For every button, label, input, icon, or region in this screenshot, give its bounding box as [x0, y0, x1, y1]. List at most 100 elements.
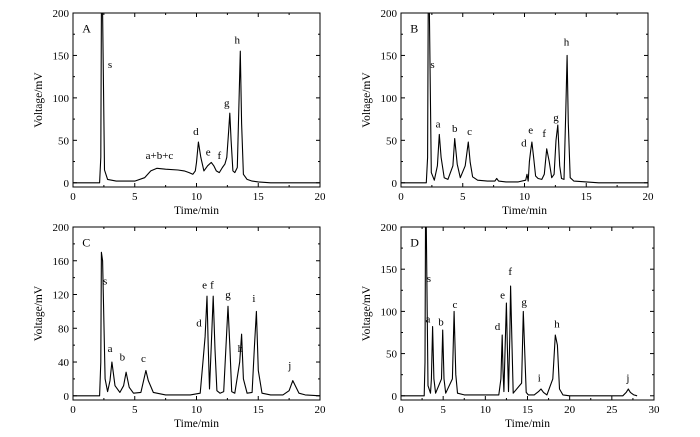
x-tick-label: 10 [480, 404, 492, 416]
peak-label: b [452, 123, 458, 135]
peak-label: i [538, 372, 541, 384]
y-tick-label: 150 [381, 264, 398, 276]
peak-label: f [218, 150, 222, 162]
x-tick-label: 5 [132, 404, 138, 416]
peak-label: h [554, 318, 560, 330]
panel-letter: D [410, 235, 419, 249]
y-tick-label: 200 [53, 222, 70, 234]
x-tick-label: 0 [398, 191, 404, 203]
peak-label: b [438, 317, 444, 329]
y-tick-label: 0 [64, 178, 70, 190]
y-tick-label: 100 [381, 306, 398, 318]
x-tick-label: 0 [398, 404, 404, 416]
panel-letter: A [82, 22, 91, 36]
y-tick-label: 50 [58, 135, 70, 147]
peak-label: s [430, 59, 434, 71]
panel-c: 0 5 10 15 2004080120160200Time/minVoltage/mV… [33, 222, 326, 430]
chromatogram-trace [73, 251, 321, 397]
peak-label: h [235, 35, 241, 47]
peak-label: e [206, 147, 211, 159]
peak-label: j [625, 372, 629, 384]
peak-label: j [287, 360, 291, 372]
y-tick-label: 50 [386, 349, 398, 361]
x-tick-label: 20 [564, 404, 576, 416]
peak-label: h [564, 36, 570, 48]
x-axis-label: Time/min [174, 418, 219, 430]
peak-label: s [103, 275, 107, 287]
y-tick-label: 0 [392, 178, 398, 190]
y-tick-label: 160 [53, 256, 70, 268]
x-tick-label: 5 [440, 404, 446, 416]
plot-frame [400, 226, 655, 401]
x-tick-label: 15 [522, 404, 534, 416]
peak-label: a+b+c [146, 150, 174, 162]
x-tick-label: 30 [649, 404, 661, 416]
x-tick-label: 20 [315, 191, 327, 203]
plot-frame [72, 226, 321, 401]
chromatogram-trace [73, 12, 320, 184]
panel-a: 0 5 10 15 20050100150200Time/minVoltage/mVsa… [33, 8, 326, 217]
x-tick-label: 25 [606, 404, 618, 416]
x-tick-label: 0 [70, 191, 76, 203]
panel-letter: C [82, 235, 90, 249]
y-tick-label: 120 [53, 290, 70, 302]
peak-label: i [252, 293, 255, 305]
peak-label: s [108, 59, 112, 71]
peak-label: f [210, 280, 214, 292]
peak-label: d [196, 318, 202, 330]
peak-label: g [521, 296, 527, 308]
y-tick-label: 150 [381, 50, 398, 62]
peak-label: d [521, 137, 527, 149]
peak-label: e [202, 280, 207, 292]
peak-label: e [500, 290, 505, 302]
peak-label: g [553, 112, 559, 124]
y-axis-label: Voltage/mV [33, 72, 45, 128]
y-axis-label: Voltage/mV [33, 285, 45, 341]
y-axis-label: Voltage/mV [361, 72, 373, 128]
y-tick-label: 150 [53, 50, 70, 62]
peak-label: c [467, 126, 472, 138]
x-tick-label: 15 [581, 191, 593, 203]
peak-label: d [193, 126, 199, 138]
peak-label: a [426, 313, 431, 325]
y-axis-label: Voltage/mV [361, 285, 373, 341]
x-tick-label: 10 [191, 191, 203, 203]
peak-label: b [120, 351, 126, 363]
x-tick-label: 15 [253, 404, 265, 416]
x-tick-label: 10 [191, 404, 203, 416]
y-tick-label: 200 [381, 222, 398, 234]
peak-label: c [453, 299, 458, 311]
y-tick-label: 100 [381, 93, 398, 105]
x-tick-label: 10 [519, 191, 531, 203]
y-tick-label: 80 [58, 323, 70, 335]
chromatogram-trace [401, 226, 638, 397]
x-tick-label: 15 [253, 191, 265, 203]
x-tick-label: 20 [643, 191, 655, 203]
peak-label: g [225, 289, 231, 301]
y-tick-label: 40 [58, 357, 70, 369]
peak-label: h [238, 343, 244, 355]
x-axis-label: Time/min [174, 205, 219, 217]
peak-label: c [141, 353, 146, 365]
y-tick-label: 0 [64, 391, 70, 403]
x-axis-label: Time/min [505, 418, 550, 430]
peak-label: s [427, 273, 431, 285]
x-axis-label: Time/min [502, 205, 547, 217]
x-tick-label: 20 [315, 404, 327, 416]
panel-d: 0 5 10 15 20 25 30 0 50 100 150 200 Time/min Voltage/… [361, 222, 660, 430]
y-tick-label: 100 [53, 93, 70, 105]
y-tick-label: 200 [53, 8, 70, 20]
peak-label: a [108, 343, 113, 355]
x-tick-label: 5 [460, 191, 466, 203]
y-tick-label: 0 [392, 391, 398, 403]
x-tick-label: 0 [70, 404, 76, 416]
peak-label: f [542, 128, 546, 140]
chromatogram-trace [401, 12, 648, 184]
panel-b: 0 5 10 15 20050100150200Time/minVoltage/mVsa… [361, 8, 654, 217]
y-tick-label: 200 [381, 8, 398, 20]
peak-label: f [508, 266, 512, 278]
x-tick-label: 5 [132, 191, 138, 203]
peak-label: e [528, 125, 533, 137]
peak-label: a [436, 119, 441, 131]
